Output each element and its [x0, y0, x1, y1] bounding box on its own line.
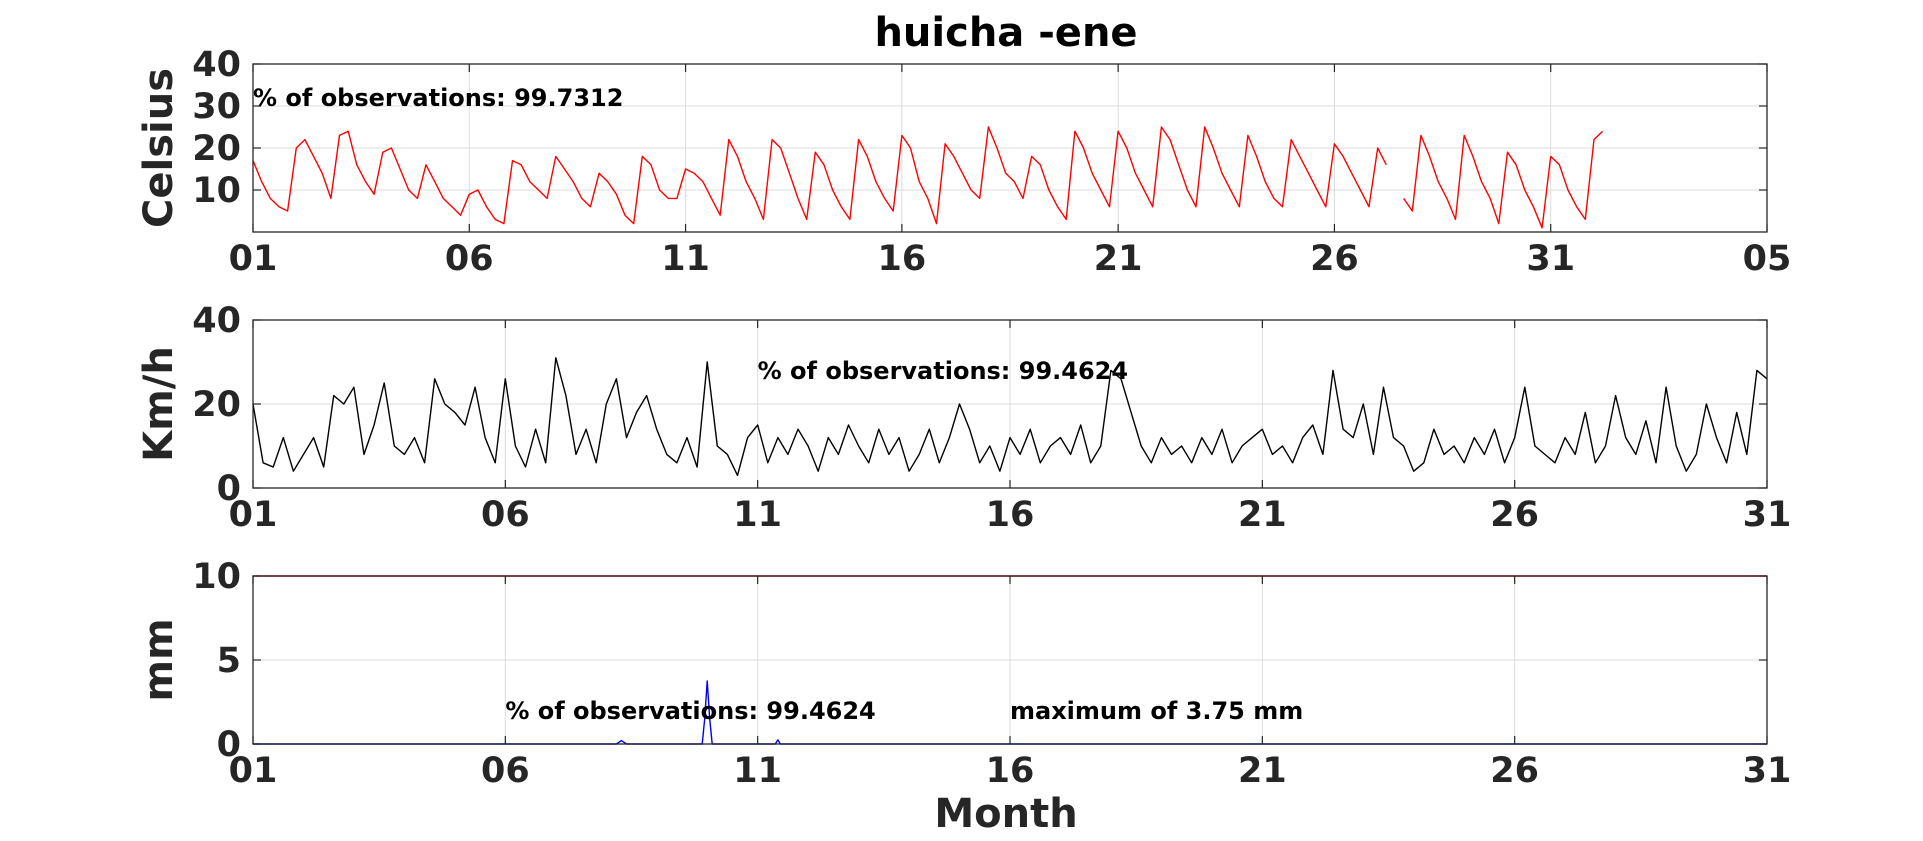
x-tick-label: 26: [1490, 751, 1539, 791]
x-tick-label: 06: [481, 751, 530, 791]
x-tick-label: 31: [1743, 751, 1792, 791]
y-axis-label: Km/h: [136, 346, 182, 462]
series-line-1: [253, 680, 1767, 745]
y-axis-label: Celsius: [136, 68, 182, 228]
y-tick-label: 10: [192, 557, 241, 597]
x-tick-label: 16: [877, 239, 926, 279]
x-tick-label: 21: [1238, 495, 1287, 535]
y-tick-label: 0: [217, 469, 241, 509]
observations-annotation: % of observations: 99.4624: [758, 357, 1128, 385]
y-tick-label: 40: [192, 45, 241, 85]
y-axis-label: mm: [136, 618, 182, 701]
x-tick-label: 11: [733, 751, 782, 791]
x-tick-label: 16: [986, 751, 1035, 791]
maximum-annotation: maximum of 3.75 mm: [1010, 697, 1303, 725]
x-tick-label: 01: [229, 495, 278, 535]
observations-annotation: % of observations: 99.4624: [505, 697, 875, 725]
series-line-1: [252, 126, 1604, 229]
x-tick-label: 26: [1310, 239, 1359, 279]
x-tick-label: 31: [1526, 239, 1575, 279]
x-tick-label: 01: [229, 239, 278, 279]
x-tick-label: 06: [481, 495, 530, 535]
y-tick-label: 10: [192, 171, 241, 211]
observations-annotation: % of observations: 99.7312: [253, 84, 623, 112]
x-tick-label: 01: [229, 751, 278, 791]
y-tick-label: 30: [192, 87, 241, 127]
x-tick-label: 05: [1743, 239, 1792, 279]
x-tick-label: 11: [661, 239, 710, 279]
x-tick-label: 21: [1238, 751, 1287, 791]
x-tick-label: 16: [986, 495, 1035, 535]
x-tick-label: 31: [1743, 495, 1792, 535]
y-tick-label: 20: [192, 129, 241, 169]
x-axis-label: Month: [934, 791, 1077, 837]
y-tick-label: 40: [192, 301, 241, 341]
x-tick-label: 21: [1094, 239, 1143, 279]
x-tick-label: 06: [445, 239, 494, 279]
figure-title: huicha -ene: [874, 10, 1137, 56]
x-tick-label: 11: [733, 495, 782, 535]
series-line-1: [252, 357, 1768, 477]
y-tick-label: 0: [217, 725, 241, 765]
x-tick-label: 26: [1490, 495, 1539, 535]
y-tick-label: 20: [192, 385, 241, 425]
y-tick-label: 5: [217, 641, 241, 681]
